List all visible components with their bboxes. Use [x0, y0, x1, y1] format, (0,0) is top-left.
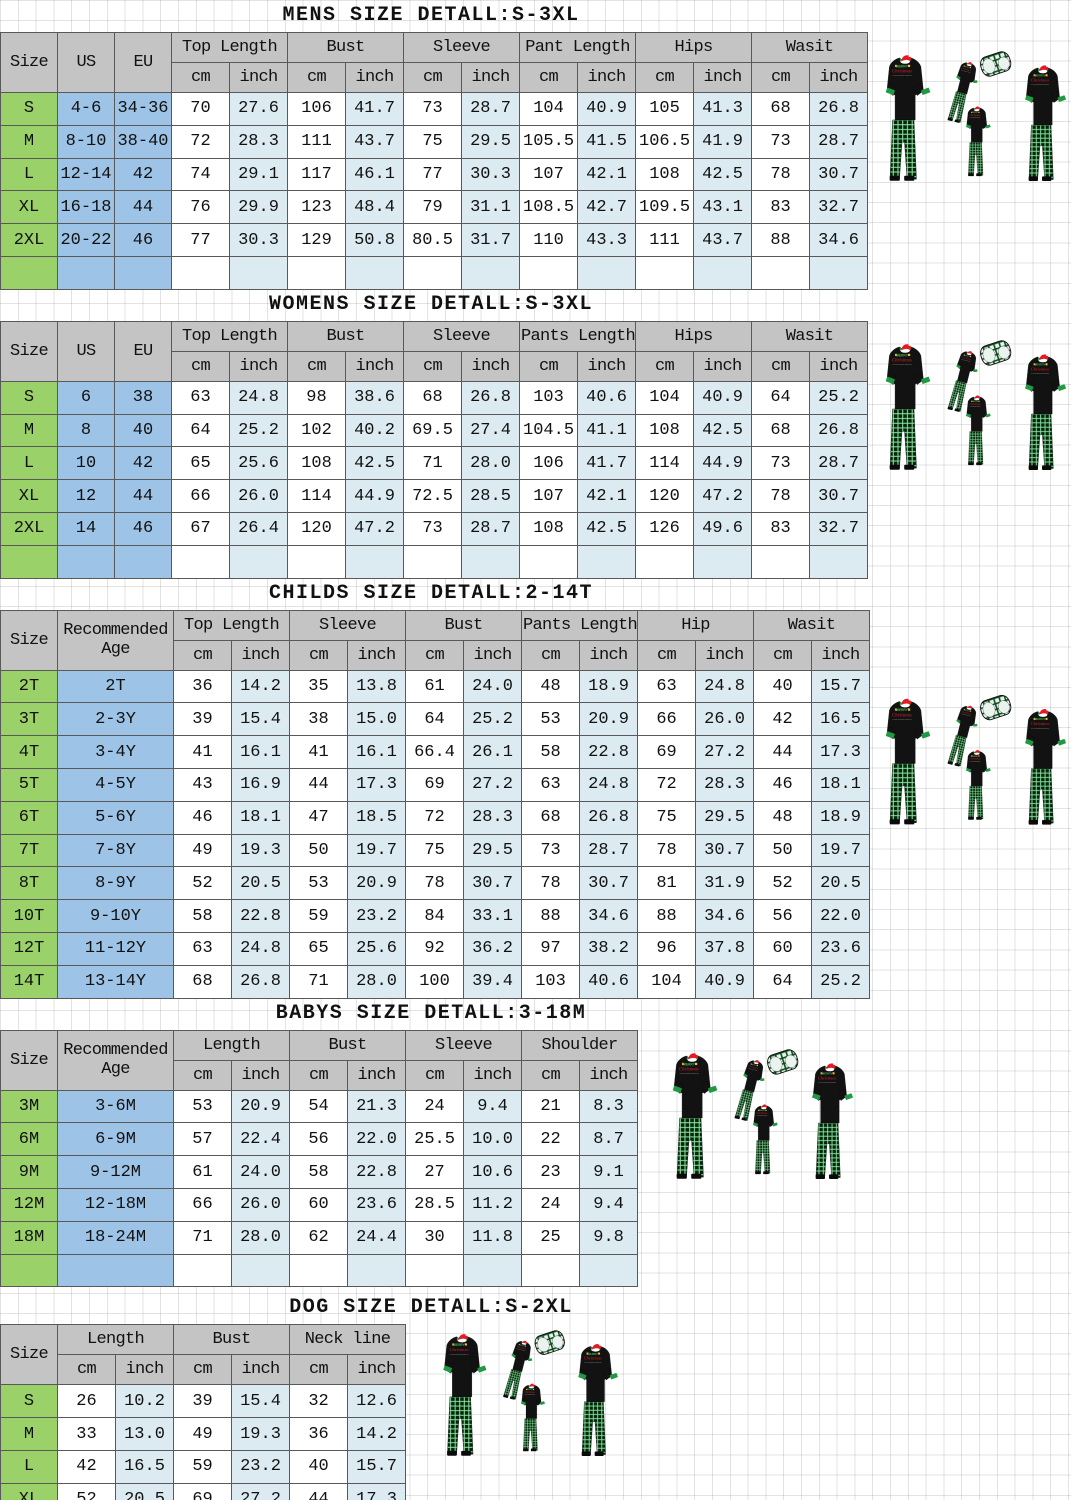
svg-text:MERRY: MERRY [972, 755, 979, 757]
svg-text:MERRY: MERRY [972, 401, 979, 403]
svg-text:MERRY: MERRY [1035, 717, 1046, 721]
svg-text:Christmas: Christmas [969, 403, 980, 406]
svg-text:MERRY: MERRY [896, 708, 909, 712]
svg-text:MERRY: MERRY [896, 64, 909, 68]
svg-text:MERRY: MERRY [453, 1343, 465, 1347]
svg-text:Christmas: Christmas [1031, 366, 1050, 371]
svg-text:MERRY: MERRY [822, 1071, 833, 1075]
svg-text:Christmas: Christmas [1031, 78, 1050, 83]
svg-text:Christmas: Christmas [679, 1067, 699, 1072]
svg-text:Christmas: Christmas [818, 1075, 837, 1080]
svg-text:Christmas: Christmas [756, 1112, 767, 1115]
svg-text:MERRY: MERRY [587, 1352, 598, 1356]
svg-text:MERRY: MERRY [759, 1110, 766, 1112]
svg-text:Christmas: Christmas [524, 1391, 535, 1394]
svg-text:Christmas: Christmas [892, 713, 912, 718]
svg-text:MERRY: MERRY [527, 1390, 534, 1392]
svg-text:MERRY: MERRY [683, 1062, 696, 1066]
svg-text:Christmas: Christmas [449, 1347, 468, 1352]
svg-text:Christmas: Christmas [1031, 721, 1050, 726]
svg-text:MERRY: MERRY [1035, 362, 1046, 366]
svg-text:MERRY: MERRY [972, 112, 979, 114]
svg-text:Christmas: Christmas [892, 70, 912, 75]
svg-text:MERRY: MERRY [1035, 74, 1046, 78]
svg-text:Christmas: Christmas [969, 757, 980, 760]
svg-text:Christmas: Christmas [969, 114, 980, 117]
svg-text:Christmas: Christmas [892, 359, 912, 364]
svg-text:MERRY: MERRY [896, 353, 909, 357]
svg-text:Christmas: Christmas [584, 1356, 602, 1361]
